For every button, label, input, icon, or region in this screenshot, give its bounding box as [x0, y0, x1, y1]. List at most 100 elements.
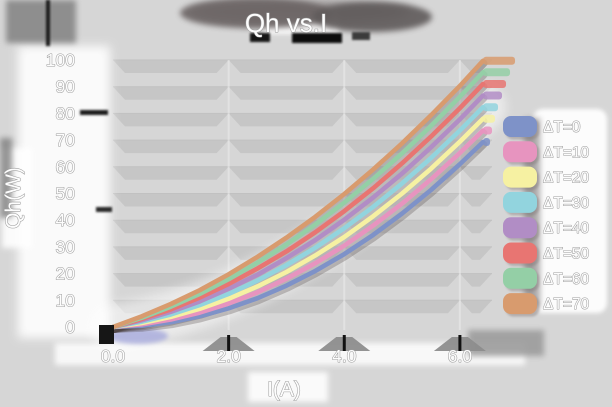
- curve-smear-dt-60: [483, 68, 511, 77]
- gridline-band: [459, 300, 492, 314]
- gridline-band: [113, 193, 229, 207]
- gridline-band: [344, 86, 460, 100]
- xlabel-halo: [248, 372, 328, 402]
- title-undermark: [292, 33, 342, 43]
- legend-label: ΔT=70: [543, 296, 589, 313]
- legend-swatch: [503, 191, 537, 213]
- title-shadow-left: [180, 0, 330, 28]
- y-tick-label: 80: [56, 103, 76, 123]
- gridline-band: [344, 246, 460, 260]
- title-undermark: [352, 32, 370, 40]
- axis-ticks: 0 10 20 30 40 50 60 70 80 90 100 0.0 2.0 4.0 6.0: [45, 49, 486, 367]
- origin-marker: [99, 325, 114, 344]
- gridline-band: [459, 246, 492, 260]
- curve-shadow-dt-0: [110, 141, 488, 333]
- x-tick-label: 2.0: [216, 346, 241, 366]
- gridline-band: [228, 86, 345, 100]
- x-tick-mark: [458, 335, 462, 351]
- legend-item: ΔT=40: [503, 217, 590, 241]
- legend-swatch: [503, 242, 537, 264]
- topleft-smudge: [6, 0, 76, 43]
- y-tick-label: 40: [56, 210, 76, 230]
- x-tick-mark: [342, 335, 346, 351]
- legend-item: ΔT=60: [503, 267, 590, 292]
- gridline-band: [228, 140, 345, 154]
- x-tick-label: 4.0: [332, 346, 357, 366]
- gridline-band: [228, 113, 345, 127]
- axis-dash-artifact: [96, 207, 112, 212]
- curve-dt-20: [110, 116, 486, 330]
- legend-label: ΔT=20: [543, 170, 589, 187]
- origin-purple-smear: [108, 328, 168, 344]
- y-tick-label: 0: [65, 317, 75, 337]
- curve-smear-dt-20: [483, 114, 496, 123]
- y-tick-label: 60: [56, 157, 76, 177]
- legend-item: ΔT=0: [503, 116, 581, 140]
- shadow-smudges: [0, 0, 544, 356]
- gridline-band: [459, 166, 492, 180]
- legend-panel: [533, 109, 607, 313]
- legend-label: ΔT=0: [543, 119, 581, 136]
- gridline-band: [113, 113, 229, 127]
- legend-swatch: [503, 141, 537, 163]
- gridline-band: [228, 60, 345, 73]
- gridline-band: [459, 220, 492, 234]
- y-tick-label: 100: [46, 50, 75, 70]
- gridline-band: [228, 166, 345, 180]
- gridline-band: [113, 166, 229, 180]
- axis-dash-artifact: [80, 110, 108, 115]
- y-axis-label: Qh(W): [2, 167, 25, 229]
- curve-smear-dt-40: [483, 91, 503, 100]
- legend-item: ΔT=30: [503, 191, 590, 216]
- gridline-band: [113, 140, 229, 154]
- curve-smear-dt-70: [483, 56, 516, 65]
- curve-series: [110, 56, 516, 333]
- legend-swatch: [503, 267, 537, 289]
- legend-label: ΔT=10: [543, 144, 589, 161]
- y-tick-label: 30: [56, 237, 76, 257]
- gridline-band: [113, 246, 229, 260]
- y-tick-label: 70: [56, 130, 76, 150]
- x-axis-label: I(A): [267, 378, 301, 401]
- curve-dt-30: [110, 105, 486, 330]
- x-tick-label: 6.0: [448, 346, 473, 366]
- curve-smear-dt-30: [483, 103, 499, 112]
- curve-dt-70: [110, 58, 486, 330]
- chart-title: Qh vs.I: [245, 8, 327, 38]
- gridline-band: [113, 220, 229, 234]
- gridline-band: [344, 60, 460, 73]
- curve-dt-10: [110, 128, 486, 330]
- y-tick-label: 90: [56, 77, 76, 97]
- legend-label: ΔT=50: [543, 246, 589, 263]
- legend-item: ΔT=50: [503, 242, 590, 266]
- x-labels-halo: [55, 343, 525, 365]
- curve-smear-dt-10: [483, 126, 493, 135]
- curve-dt-50: [110, 81, 486, 330]
- topleft-dark-line: [46, 0, 50, 46]
- legend-label: ΔT=40: [543, 220, 589, 237]
- legend-swatch: [503, 293, 537, 315]
- title-shadow-right: [312, 2, 432, 32]
- legend-item: ΔT=20: [503, 166, 590, 191]
- title-undermark: [250, 33, 270, 42]
- legend-label: ΔT=60: [543, 271, 589, 288]
- gridline-band: [344, 300, 460, 314]
- gridline-band: [113, 86, 229, 100]
- legend: ΔT=0 ΔT=10 ΔT=20 ΔT=30 ΔT=40 ΔT=50 ΔT=60 ΔT=70: [503, 116, 590, 317]
- y-labels-halo: [18, 46, 110, 338]
- y-tick-label: 50: [56, 184, 76, 204]
- gridline-band: [459, 273, 492, 287]
- gridline-band: [459, 193, 492, 207]
- y-tick-label: 10: [56, 290, 76, 310]
- y-tick-label: 20: [56, 264, 76, 284]
- left-edge-smudge: [0, 138, 12, 218]
- legend-swatch: [503, 217, 537, 239]
- axis-text: Qh vs.I I(A) Qh(W): [1, 7, 327, 401]
- legend-item: ΔT=70: [503, 293, 590, 317]
- curve-dt-60: [110, 70, 486, 330]
- gridline-band: [344, 273, 460, 287]
- curve-dt-0: [110, 139, 486, 330]
- legend-swatch: [503, 116, 537, 137]
